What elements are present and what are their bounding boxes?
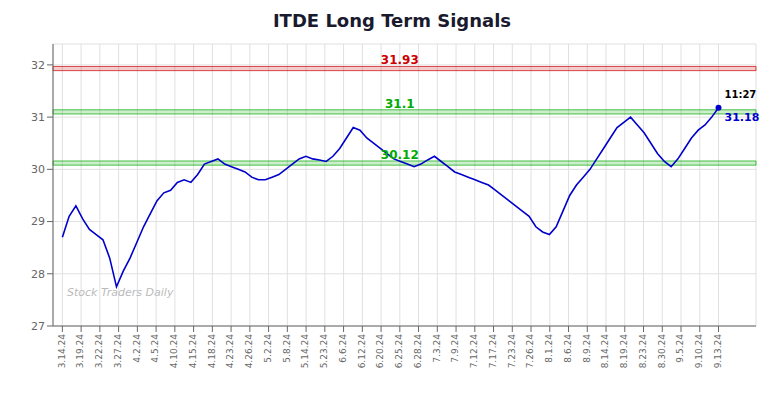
svg-text:31.18: 31.18: [725, 111, 760, 124]
svg-text:31: 31: [31, 111, 45, 124]
svg-text:6.12.24: 6.12.24: [357, 334, 367, 369]
svg-text:5.23.24: 5.23.24: [319, 334, 329, 369]
svg-text:31.93: 31.93: [381, 53, 419, 67]
svg-text:7.9.24: 7.9.24: [450, 334, 460, 363]
svg-text:4.23.24: 4.23.24: [225, 334, 235, 369]
svg-text:9.5.24: 9.5.24: [675, 334, 685, 363]
html-text:Stock Traders Daily: Stock Traders Daily: [67, 286, 174, 299]
svg-text:4.15.24: 4.15.24: [188, 334, 198, 369]
svg-text:8.1.24: 8.1.24: [544, 334, 554, 363]
svg-text:4.10.24: 4.10.24: [169, 334, 179, 369]
svg-text:6.6.24: 6.6.24: [338, 334, 348, 363]
svg-text:5.2.24: 5.2.24: [263, 334, 273, 363]
svg-text:30.12: 30.12: [381, 148, 419, 162]
svg-text:3.22.24: 3.22.24: [94, 334, 104, 369]
svg-text:31.1: 31.1: [385, 97, 415, 111]
svg-text:3.19.24: 3.19.24: [76, 334, 86, 369]
svg-text:5.8.24: 5.8.24: [282, 334, 292, 363]
svg-text:4.18.24: 4.18.24: [207, 334, 217, 369]
svg-text:7.26.24: 7.26.24: [525, 334, 535, 369]
svg-text:4.5.24: 4.5.24: [150, 334, 160, 363]
svg-text:7.17.24: 7.17.24: [488, 334, 498, 369]
svg-text:11:27: 11:27: [725, 89, 757, 100]
svg-text:8.9.24: 8.9.24: [582, 334, 592, 363]
svg-text:30: 30: [31, 163, 45, 176]
svg-text:7.3.24: 7.3.24: [432, 334, 442, 363]
svg-text:28: 28: [31, 268, 45, 281]
svg-text:8.23.24: 8.23.24: [638, 334, 648, 369]
svg-text:9.13.24: 9.13.24: [713, 334, 723, 369]
svg-text:7.12.24: 7.12.24: [469, 334, 479, 369]
svg-text:4.2.24: 4.2.24: [132, 334, 142, 363]
svg-text:32: 32: [31, 59, 45, 72]
svg-text:8.14.24: 8.14.24: [600, 334, 610, 369]
svg-text:8.19.24: 8.19.24: [619, 334, 629, 369]
svg-text:6.25.24: 6.25.24: [394, 334, 404, 369]
svg-text:3.14.24: 3.14.24: [57, 334, 67, 369]
svg-text:7.23.24: 7.23.24: [507, 334, 517, 369]
svg-text:5.14.24: 5.14.24: [300, 334, 310, 369]
svg-text:8.30.24: 8.30.24: [657, 334, 667, 369]
svg-text:3.27.24: 3.27.24: [113, 334, 123, 369]
svg-text:27: 27: [31, 320, 45, 333]
svg-text:9.10.24: 9.10.24: [694, 334, 704, 369]
html-text:ITDE Long Term Signals: ITDE Long Term Signals: [272, 10, 512, 31]
svg-text:8.6.24: 8.6.24: [563, 334, 573, 363]
svg-text:6.28.24: 6.28.24: [413, 334, 423, 369]
svg-text:4.26.24: 4.26.24: [244, 334, 254, 369]
svg-text:29: 29: [31, 215, 45, 228]
svg-text:6.20.24: 6.20.24: [375, 334, 385, 369]
